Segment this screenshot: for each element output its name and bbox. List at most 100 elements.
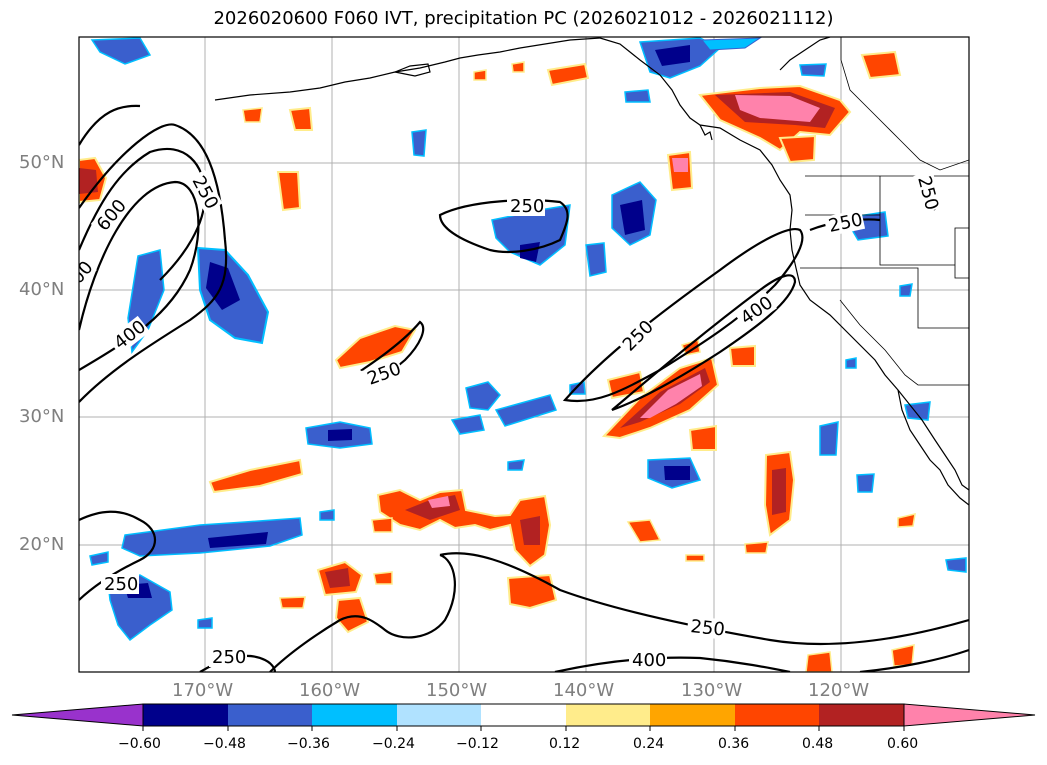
lon-label-120w: 120°W (808, 680, 870, 701)
pos-region (685, 554, 705, 562)
lat-label-20n: 20°N (19, 534, 65, 555)
colorbar-swatch-5 (481, 704, 566, 726)
north-america-coast (599, 37, 969, 491)
colorbar-ticks (142, 726, 905, 731)
pos-max (672, 158, 688, 172)
lat-label-30n: 30°N (19, 406, 65, 427)
pos-core (325, 568, 350, 588)
map-frame (78, 36, 970, 673)
neg-region (700, 37, 762, 51)
pos-region (288, 106, 314, 131)
contour-250-se (859, 648, 969, 672)
contour-label-bg (187, 169, 223, 213)
neg-region (585, 242, 607, 277)
pos-region (546, 62, 590, 87)
colorbar-swatch-4 (397, 704, 481, 726)
neg-region (899, 283, 913, 297)
contour-label: 250 (104, 574, 138, 595)
state-border (954, 227, 969, 279)
contour-label-bg (79, 257, 97, 290)
contour-400-west-inner (79, 147, 207, 281)
contour-label-bg (209, 647, 247, 667)
positive-anomalies (79, 50, 916, 672)
colorbar-frame (142, 703, 905, 727)
coast-detail (779, 37, 831, 71)
colorbar-swatch-6 (566, 704, 650, 726)
neg-region (904, 401, 931, 421)
contour-label: 250 (689, 616, 725, 640)
lon-label-150w: 150°W (426, 680, 488, 701)
contour-250-west (79, 123, 228, 403)
neg-region (411, 129, 427, 157)
pos-core (772, 468, 786, 515)
pos-region (511, 61, 525, 73)
neg-region (819, 421, 839, 456)
pos-region (688, 424, 717, 451)
colorbar-under-arrow (11, 703, 144, 727)
neg-region (624, 89, 651, 103)
pos-region (897, 513, 916, 528)
pos-region (728, 344, 756, 367)
contour-label-bg (107, 315, 151, 355)
colorbar-label: 0.24 (633, 736, 665, 752)
neg-region (319, 509, 335, 521)
pos-region (860, 50, 902, 80)
colorbar-label: −0.36 (287, 736, 330, 752)
map-frame-bg (79, 37, 969, 672)
contour-label: 250 (212, 647, 246, 668)
neg-region (845, 357, 857, 369)
colorbar (11, 703, 1036, 731)
contour-label-bg (90, 194, 131, 237)
neg-region (507, 459, 525, 471)
pos-region (805, 651, 833, 672)
contour-label-bg (507, 196, 545, 216)
pos-region (276, 171, 302, 212)
colorbar-label: 0.12 (549, 736, 581, 752)
pos-region (279, 596, 306, 609)
coastlines (214, 37, 969, 506)
neg-core (520, 242, 540, 262)
aleutian-chain (214, 37, 601, 101)
state-border (800, 267, 969, 329)
contour-400-south (554, 656, 791, 672)
colorbar-label: 0.48 (802, 736, 834, 752)
colorbar-label: −0.12 (456, 736, 499, 752)
neg-region (799, 63, 827, 77)
pos-region (626, 519, 662, 543)
state-border (839, 299, 969, 386)
contour-250-ar (562, 227, 804, 403)
contour-label: 400 (632, 650, 666, 671)
colorbar-swatch-7 (650, 704, 735, 726)
neg-region (494, 394, 557, 427)
pos-region (334, 596, 370, 634)
colorbar-swatch-9 (819, 704, 904, 726)
neg-core (655, 45, 690, 66)
neg-core (620, 200, 645, 235)
neg-region (856, 473, 875, 493)
contour-label: 250 (510, 196, 544, 217)
pos-max (735, 95, 820, 122)
contour-label-bg (913, 170, 943, 213)
colorbar-label: −0.60 (118, 736, 161, 752)
neg-core (328, 429, 352, 441)
contour-label-bg (734, 291, 777, 330)
pos-max (428, 496, 450, 508)
lon-label-140w: 140°W (553, 680, 615, 701)
pos-region (373, 571, 393, 585)
contour-segment (79, 104, 141, 146)
pos-region (208, 458, 304, 494)
neg-region (945, 557, 967, 573)
contour-label-bg (629, 650, 667, 670)
contour-label-bg (823, 209, 866, 237)
pos-region (778, 134, 817, 164)
colorbar-label: −0.24 (372, 736, 415, 752)
baja-coast (897, 389, 969, 506)
lat-label-50n: 50°N (19, 152, 65, 173)
lon-label-130w: 130°W (681, 680, 743, 701)
neg-region (465, 381, 501, 411)
pos-region (506, 573, 558, 610)
pos-region (334, 324, 417, 370)
gridlines (79, 37, 969, 672)
